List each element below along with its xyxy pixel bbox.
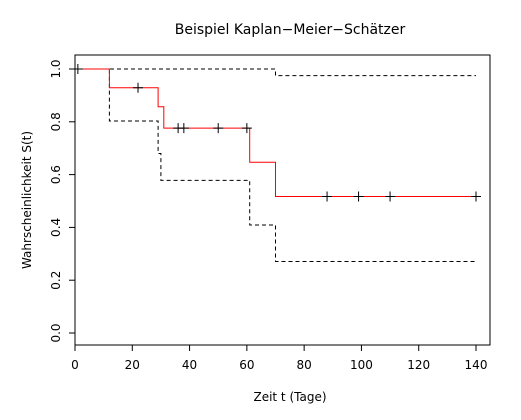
y-tick-label: 1.0 bbox=[49, 59, 63, 78]
x-tick-label: 140 bbox=[465, 358, 488, 372]
ci-upper-line bbox=[75, 68, 476, 77]
survival-step-line bbox=[75, 68, 476, 197]
x-axis-title: Zeit t (Tage) bbox=[253, 390, 326, 404]
survival-estimate-line bbox=[75, 68, 476, 197]
y-axis: 0.0 0.2 0.4 0.6 0.8 1.0 bbox=[49, 59, 75, 343]
y-axis-title: Wahrscheinlichkeit S(t) bbox=[20, 131, 34, 269]
censor-marks bbox=[72, 64, 481, 202]
censor-mark bbox=[353, 191, 364, 202]
x-tick-label: 20 bbox=[125, 358, 140, 372]
censor-mark bbox=[471, 191, 481, 202]
censor-mark bbox=[178, 123, 189, 134]
x-tick-label: 0 bbox=[71, 358, 79, 372]
ci-lower-line bbox=[75, 68, 476, 262]
y-tick-label: 0.2 bbox=[49, 271, 63, 290]
y-tick-label: 0.8 bbox=[49, 112, 63, 131]
censor-mark bbox=[133, 82, 144, 93]
chart-title: Beispiel Kaplan−Meier−Schätzer bbox=[175, 22, 406, 38]
y-tick-label: 0.6 bbox=[49, 165, 63, 184]
x-tick-label: 40 bbox=[182, 358, 197, 372]
censor-mark bbox=[322, 191, 333, 202]
y-tick-label: 0.0 bbox=[49, 323, 63, 342]
confidence-interval-lines bbox=[75, 68, 476, 262]
y-tick-label: 0.4 bbox=[49, 218, 63, 237]
x-axis: 0 20 40 60 80 100 120 140 bbox=[71, 345, 487, 372]
censor-mark bbox=[241, 123, 252, 134]
plot-frame bbox=[74, 54, 491, 346]
censor-mark bbox=[213, 123, 224, 134]
x-tick-label: 60 bbox=[239, 358, 254, 372]
x-tick-label: 120 bbox=[407, 358, 430, 372]
x-tick-label: 100 bbox=[350, 358, 373, 372]
censor-mark bbox=[385, 191, 396, 202]
x-tick-label: 80 bbox=[297, 358, 312, 372]
